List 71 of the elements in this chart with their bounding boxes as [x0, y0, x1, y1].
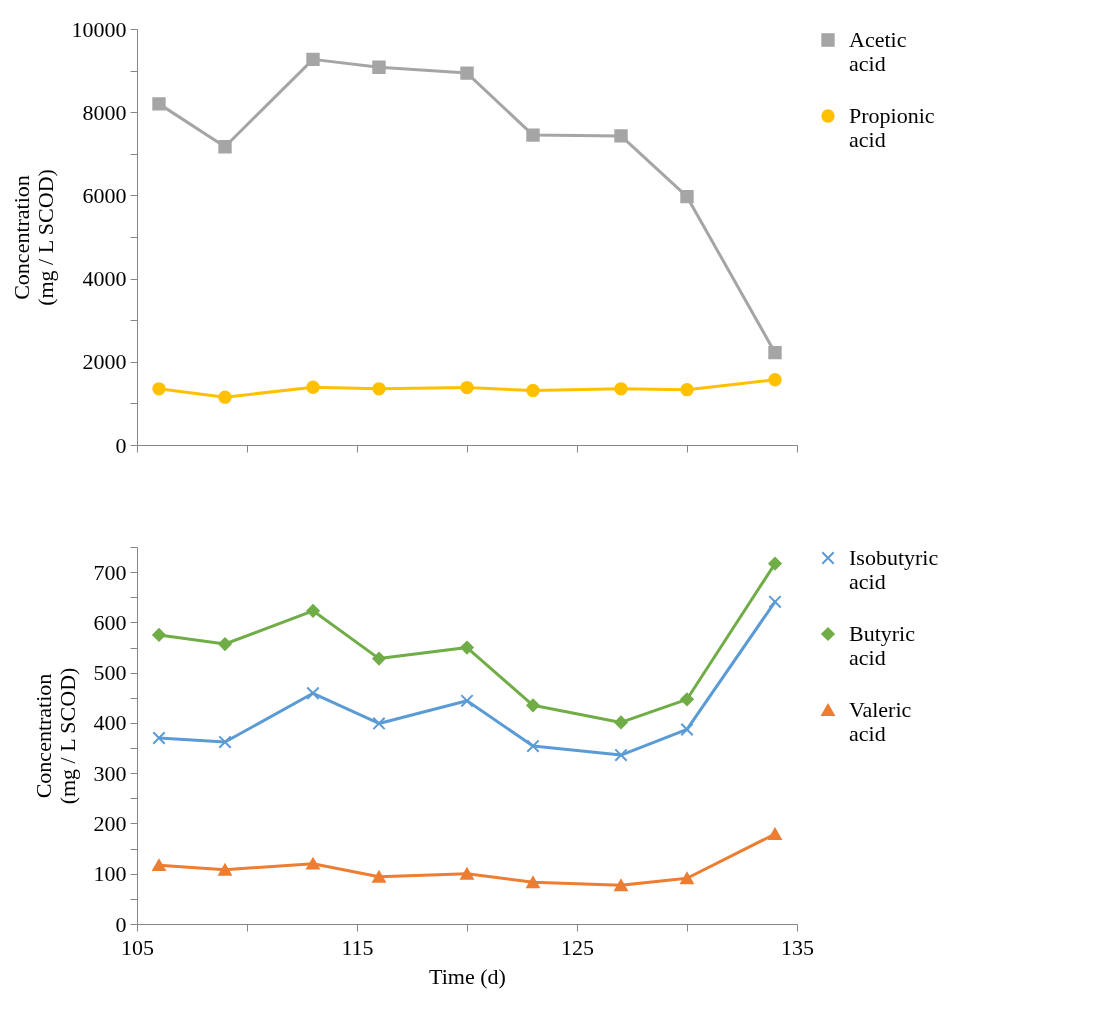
point — [526, 876, 540, 889]
x-tick-label: 105 — [121, 934, 154, 960]
legend-label: Acetic acid — [849, 27, 907, 76]
point — [152, 859, 166, 872]
point — [372, 716, 386, 731]
y-tick-label: 400 — [93, 710, 127, 736]
point — [526, 383, 540, 398]
point — [306, 52, 320, 67]
x-tick-label: 135 — [781, 934, 814, 960]
point — [768, 556, 782, 571]
y-axis-title: Concentration (mg / L SCOD) — [8, 169, 58, 306]
point — [306, 380, 320, 394]
point — [680, 872, 694, 885]
x-tick-label: 125 — [561, 934, 594, 960]
point — [526, 739, 540, 753]
point — [218, 390, 232, 404]
point — [526, 128, 540, 142]
legend-label: Propionic acid — [849, 103, 935, 152]
point — [768, 345, 782, 360]
legend-label: Butyric acid — [849, 621, 916, 670]
point — [218, 637, 232, 651]
point — [460, 640, 474, 655]
point — [614, 748, 628, 762]
y-axis-title: Concentration (mg / L SCOD) — [30, 667, 80, 805]
point — [614, 715, 628, 730]
y-tick-label: 600 — [93, 609, 127, 635]
point — [460, 66, 474, 80]
point — [306, 857, 320, 870]
point — [768, 595, 782, 609]
point — [372, 382, 386, 396]
y-tick-label: 10000 — [71, 16, 127, 42]
point — [680, 692, 694, 707]
y-tick-label: 4000 — [82, 266, 127, 292]
y-tick-label: 0 — [115, 911, 127, 937]
y-tick-label: 2000 — [82, 349, 127, 375]
legend-label: Valeric acid — [849, 697, 912, 746]
point — [306, 686, 320, 700]
point — [152, 731, 166, 745]
point — [152, 628, 166, 642]
legend-label: Isobutyric acid — [849, 545, 939, 594]
point — [152, 97, 166, 111]
y-tick-label: 300 — [93, 760, 127, 786]
point — [680, 382, 694, 397]
y-tick-label: 700 — [93, 559, 127, 585]
y-tick-label: 6000 — [82, 182, 127, 208]
point — [152, 382, 166, 396]
y-tick-label: 100 — [93, 861, 127, 887]
point — [680, 189, 694, 204]
point — [680, 722, 694, 737]
x-tick-label: 115 — [341, 934, 374, 960]
point — [768, 828, 782, 840]
point — [460, 867, 474, 880]
x-axis-title: Time (d) — [429, 963, 506, 989]
point — [372, 870, 386, 883]
point — [218, 863, 232, 876]
y-tick-label: 500 — [93, 660, 127, 686]
point — [768, 373, 782, 387]
point — [614, 879, 628, 892]
point — [218, 735, 232, 749]
y-tick-label: 200 — [93, 810, 127, 836]
point — [460, 380, 474, 395]
point — [526, 698, 540, 713]
point — [372, 60, 386, 74]
point — [306, 604, 320, 618]
y-tick-label: 0 — [115, 432, 127, 458]
point — [614, 129, 628, 143]
point — [372, 651, 386, 666]
y-tick-label: 8000 — [82, 99, 127, 125]
point — [614, 382, 628, 396]
point — [460, 694, 474, 708]
point — [218, 140, 232, 154]
